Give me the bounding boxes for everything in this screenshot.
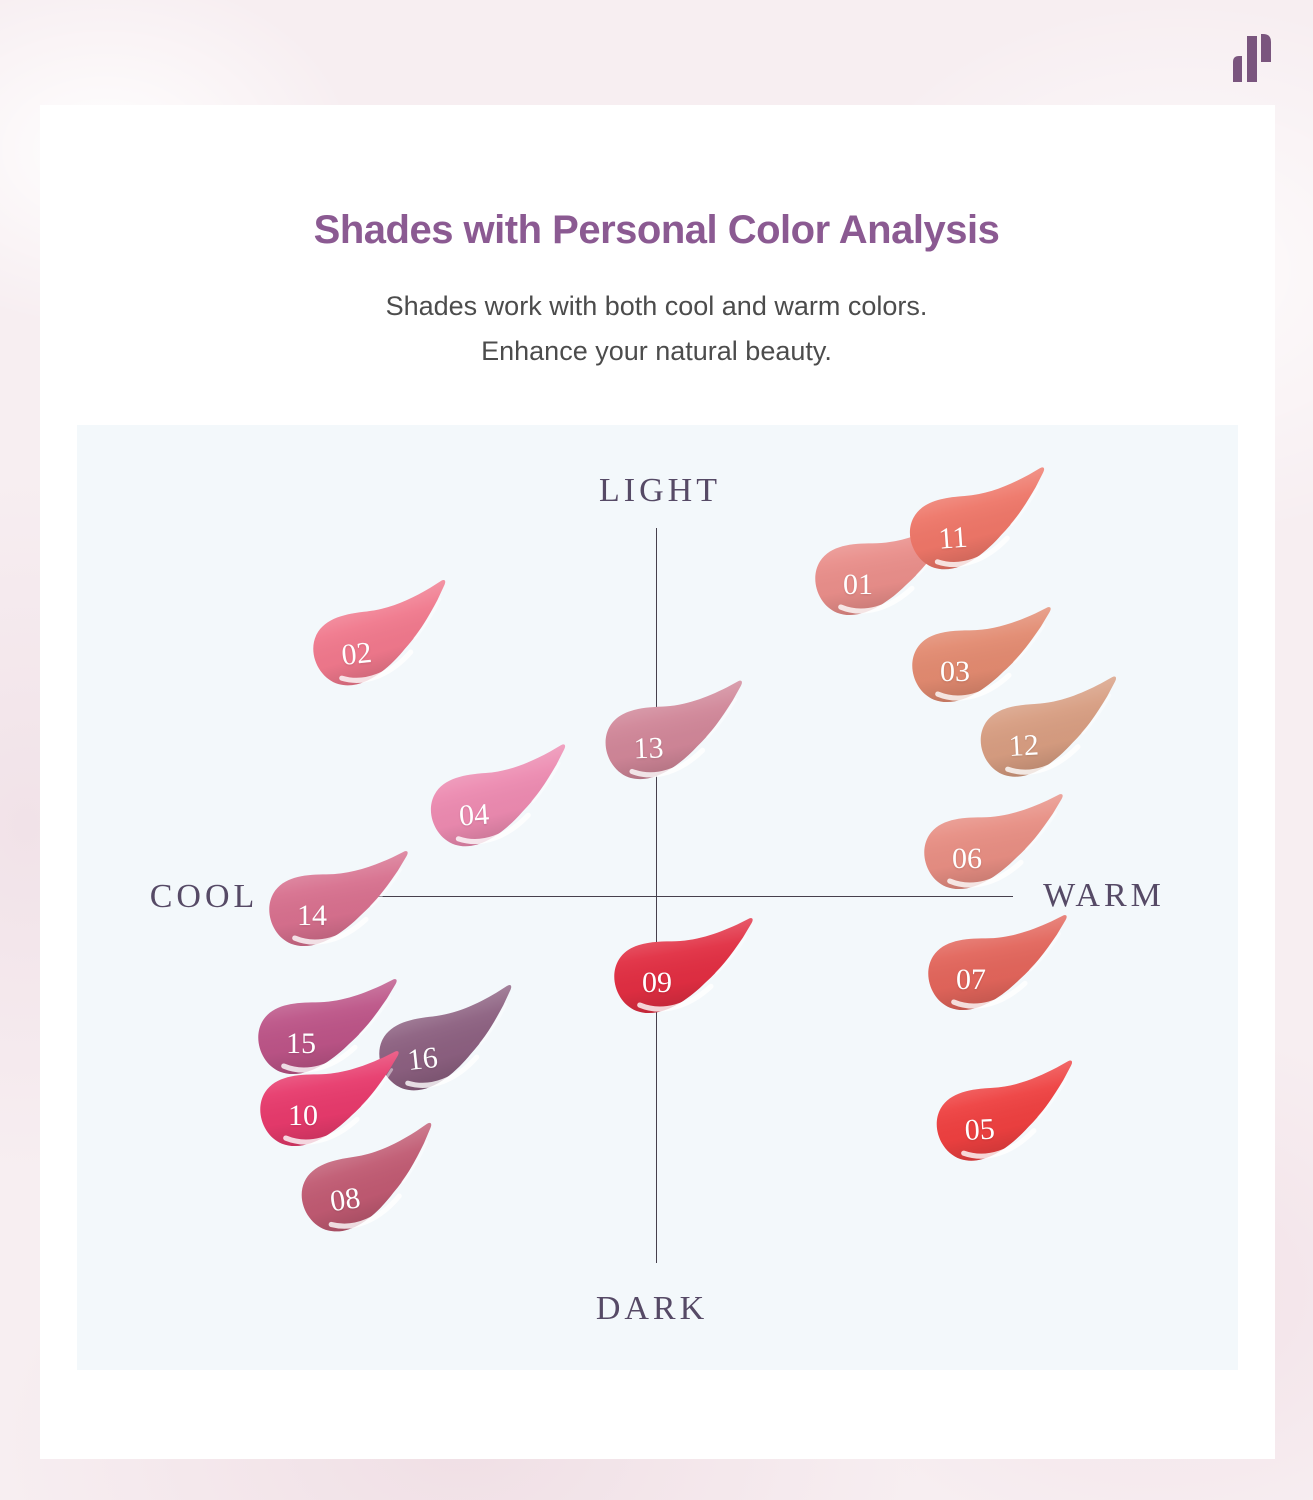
shade-number: 03 xyxy=(940,655,970,688)
horizontal-axis-line xyxy=(273,896,1013,897)
page-title: Shades with Personal Color Analysis xyxy=(313,208,1000,252)
shade-number: 15 xyxy=(286,1027,316,1060)
shade-swatch-03: 03 xyxy=(904,605,1054,710)
shade-number: 09 xyxy=(642,966,672,999)
shade-swatch-06: 06 xyxy=(916,792,1066,897)
brand-logo-icon xyxy=(1233,34,1271,82)
shade-number: 04 xyxy=(457,797,491,833)
shade-swatch-08: 08 xyxy=(285,1120,448,1245)
shade-number: 16 xyxy=(405,1040,440,1077)
shade-swatch-05: 05 xyxy=(925,1058,1080,1171)
shade-number: 02 xyxy=(339,635,374,672)
shade-swatch-10: 10 xyxy=(252,1049,402,1154)
shade-number: 08 xyxy=(328,1181,363,1219)
axis-label-light: LIGHT xyxy=(599,472,721,509)
shade-swatch-14: 14 xyxy=(261,849,411,954)
shade-swatch-02: 02 xyxy=(299,577,459,697)
shade-swatch-13: 13 xyxy=(595,678,749,788)
shade-swatch-15: 15 xyxy=(250,977,400,1082)
axis-label-dark: DARK xyxy=(595,1290,709,1327)
shade-swatch-04: 04 xyxy=(419,742,576,857)
shade-number: 11 xyxy=(937,520,969,556)
axis-label-cool: COOL xyxy=(149,878,259,915)
shade-number: 05 xyxy=(963,1112,996,1147)
shade-number: 06 xyxy=(952,842,982,875)
vertical-axis-line xyxy=(656,528,657,1263)
shade-number: 10 xyxy=(288,1099,318,1132)
subtitle-line-1: Shades work with both cool and warm colo… xyxy=(385,291,928,321)
shade-number: 01 xyxy=(843,568,873,601)
shade-swatch-12: 12 xyxy=(969,674,1124,787)
shade-number: 14 xyxy=(297,899,327,932)
shade-number: 12 xyxy=(1007,728,1040,763)
shade-swatch-11: 11 xyxy=(898,465,1055,580)
shade-number: 07 xyxy=(956,963,986,996)
axis-label-warm: WARM xyxy=(1043,877,1165,914)
shade-swatch-16: 16 xyxy=(365,982,525,1102)
shade-swatch-07: 07 xyxy=(920,913,1070,1018)
subtitle-line-2: Enhance your natural beauty. xyxy=(481,336,832,366)
shade-swatch-09: 09 xyxy=(606,916,756,1021)
shade-number: 13 xyxy=(632,731,665,766)
shade-quadrant-chart xyxy=(77,425,1238,1370)
